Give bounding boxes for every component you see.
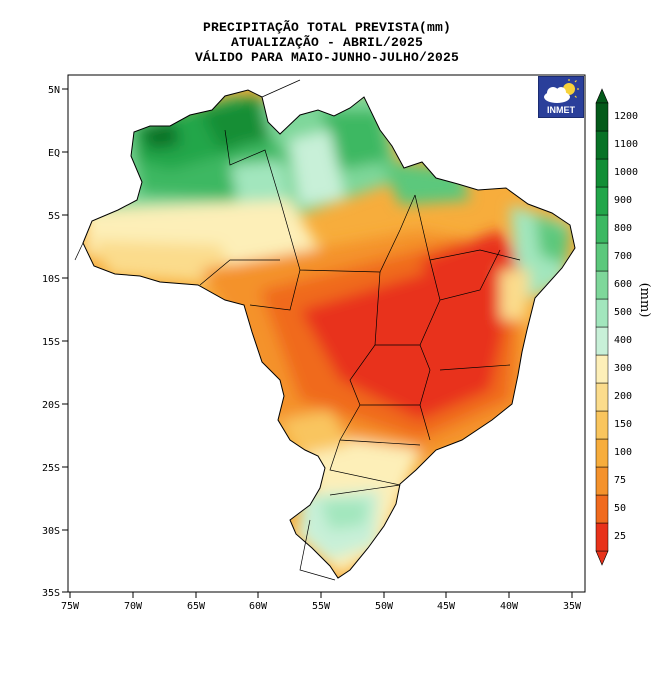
lat-tick-label: 30S (42, 526, 60, 537)
colorbar-swatch (595, 354, 609, 384)
colorbar-swatch (595, 186, 609, 216)
colorbar-level-label: 600 (614, 279, 632, 290)
lat-tick-label: 35S (42, 588, 60, 599)
colorbar-min-arrow (595, 550, 609, 566)
lon-tick-label: 45W (437, 601, 456, 612)
inmet-logo: INMET (538, 76, 584, 118)
title-line-1: PRECIPITAÇÃO TOTAL PREVISTA(mm) (202, 20, 452, 35)
colorbar-level-label: 150 (614, 419, 632, 430)
colorbar-swatch (595, 522, 609, 552)
state-borders (199, 129, 521, 496)
title-line-3: VÁLIDO PARA MAIO-JUNHO-JULHO/2025 (194, 50, 460, 65)
longitude-axis: 75W 70W 65W 60W 55W 50W 45W 40W 35W (61, 592, 582, 612)
lon-tick-label: 75W (61, 601, 80, 612)
lat-tick-label: 5S (48, 211, 60, 222)
colorbar-swatch (595, 466, 609, 496)
lon-tick-label: 55W (312, 601, 331, 612)
colorbar-unit-label: (mm) (637, 283, 652, 318)
lon-tick-label: 35W (563, 601, 582, 612)
colorbar-level-label: 900 (614, 195, 632, 206)
colorbar-level-label: 300 (614, 363, 632, 374)
lon-tick-label: 60W (249, 601, 268, 612)
colorbar-swatch (595, 382, 609, 412)
colorbar-swatch (595, 298, 609, 328)
lon-tick-label: 50W (375, 601, 394, 612)
colorbar-level-label: 400 (614, 335, 632, 346)
colorbar-swatch (595, 270, 609, 300)
country-borders (74, 79, 336, 581)
colorbar-level-label: 500 (614, 307, 632, 318)
colorbar-level-label: 1000 (614, 167, 638, 178)
lat-tick-label: EQ (48, 148, 60, 159)
logo-text: INMET (547, 105, 575, 115)
cloud-sun-icon (544, 79, 579, 103)
lat-tick-label: 25S (42, 463, 60, 474)
colorbar-swatch (595, 438, 609, 468)
colorbar-level-label: 1200 (614, 111, 638, 122)
colorbar-level-label: 700 (614, 251, 632, 262)
title-line-2: ATUALIZAÇÃO - ABRIL/2025 (230, 35, 424, 50)
colorbar-swatch (595, 102, 609, 132)
colorbar-swatch (595, 494, 609, 524)
colorbar-swatch (595, 410, 609, 440)
colorbar-level-label: 1100 (614, 139, 638, 150)
lon-tick-label: 40W (500, 601, 519, 612)
lon-tick-label: 65W (187, 601, 206, 612)
lat-tick-label: 10S (42, 274, 60, 285)
colorbar-swatch (595, 242, 609, 272)
colorbar-level-label: 50 (614, 503, 626, 514)
colorbar: 25 50 75 100 150 200 300 400 500 600 700 800 900 1000… (595, 88, 638, 566)
colorbar-level-label: 200 (614, 391, 632, 402)
colorbar-level-label: 100 (614, 447, 632, 458)
colorbar-level-label: 75 (614, 475, 626, 486)
latitude-axis: 5N EQ 5S 10S 15S 20S 25S 30S 35S (42, 85, 68, 599)
lat-tick-label: 15S (42, 337, 60, 348)
colorbar-swatch (595, 214, 609, 244)
lon-tick-label: 70W (124, 601, 143, 612)
lat-tick-label: 5N (48, 85, 60, 96)
colorbar-swatch (595, 326, 609, 356)
colorbar-max-arrow (595, 88, 609, 104)
colorbar-swatch (595, 158, 609, 188)
colorbar-level-label: 25 (614, 531, 626, 542)
colorbar-level-label: 800 (614, 223, 632, 234)
colorbar-swatch (595, 130, 609, 160)
lat-tick-label: 20S (42, 400, 60, 411)
